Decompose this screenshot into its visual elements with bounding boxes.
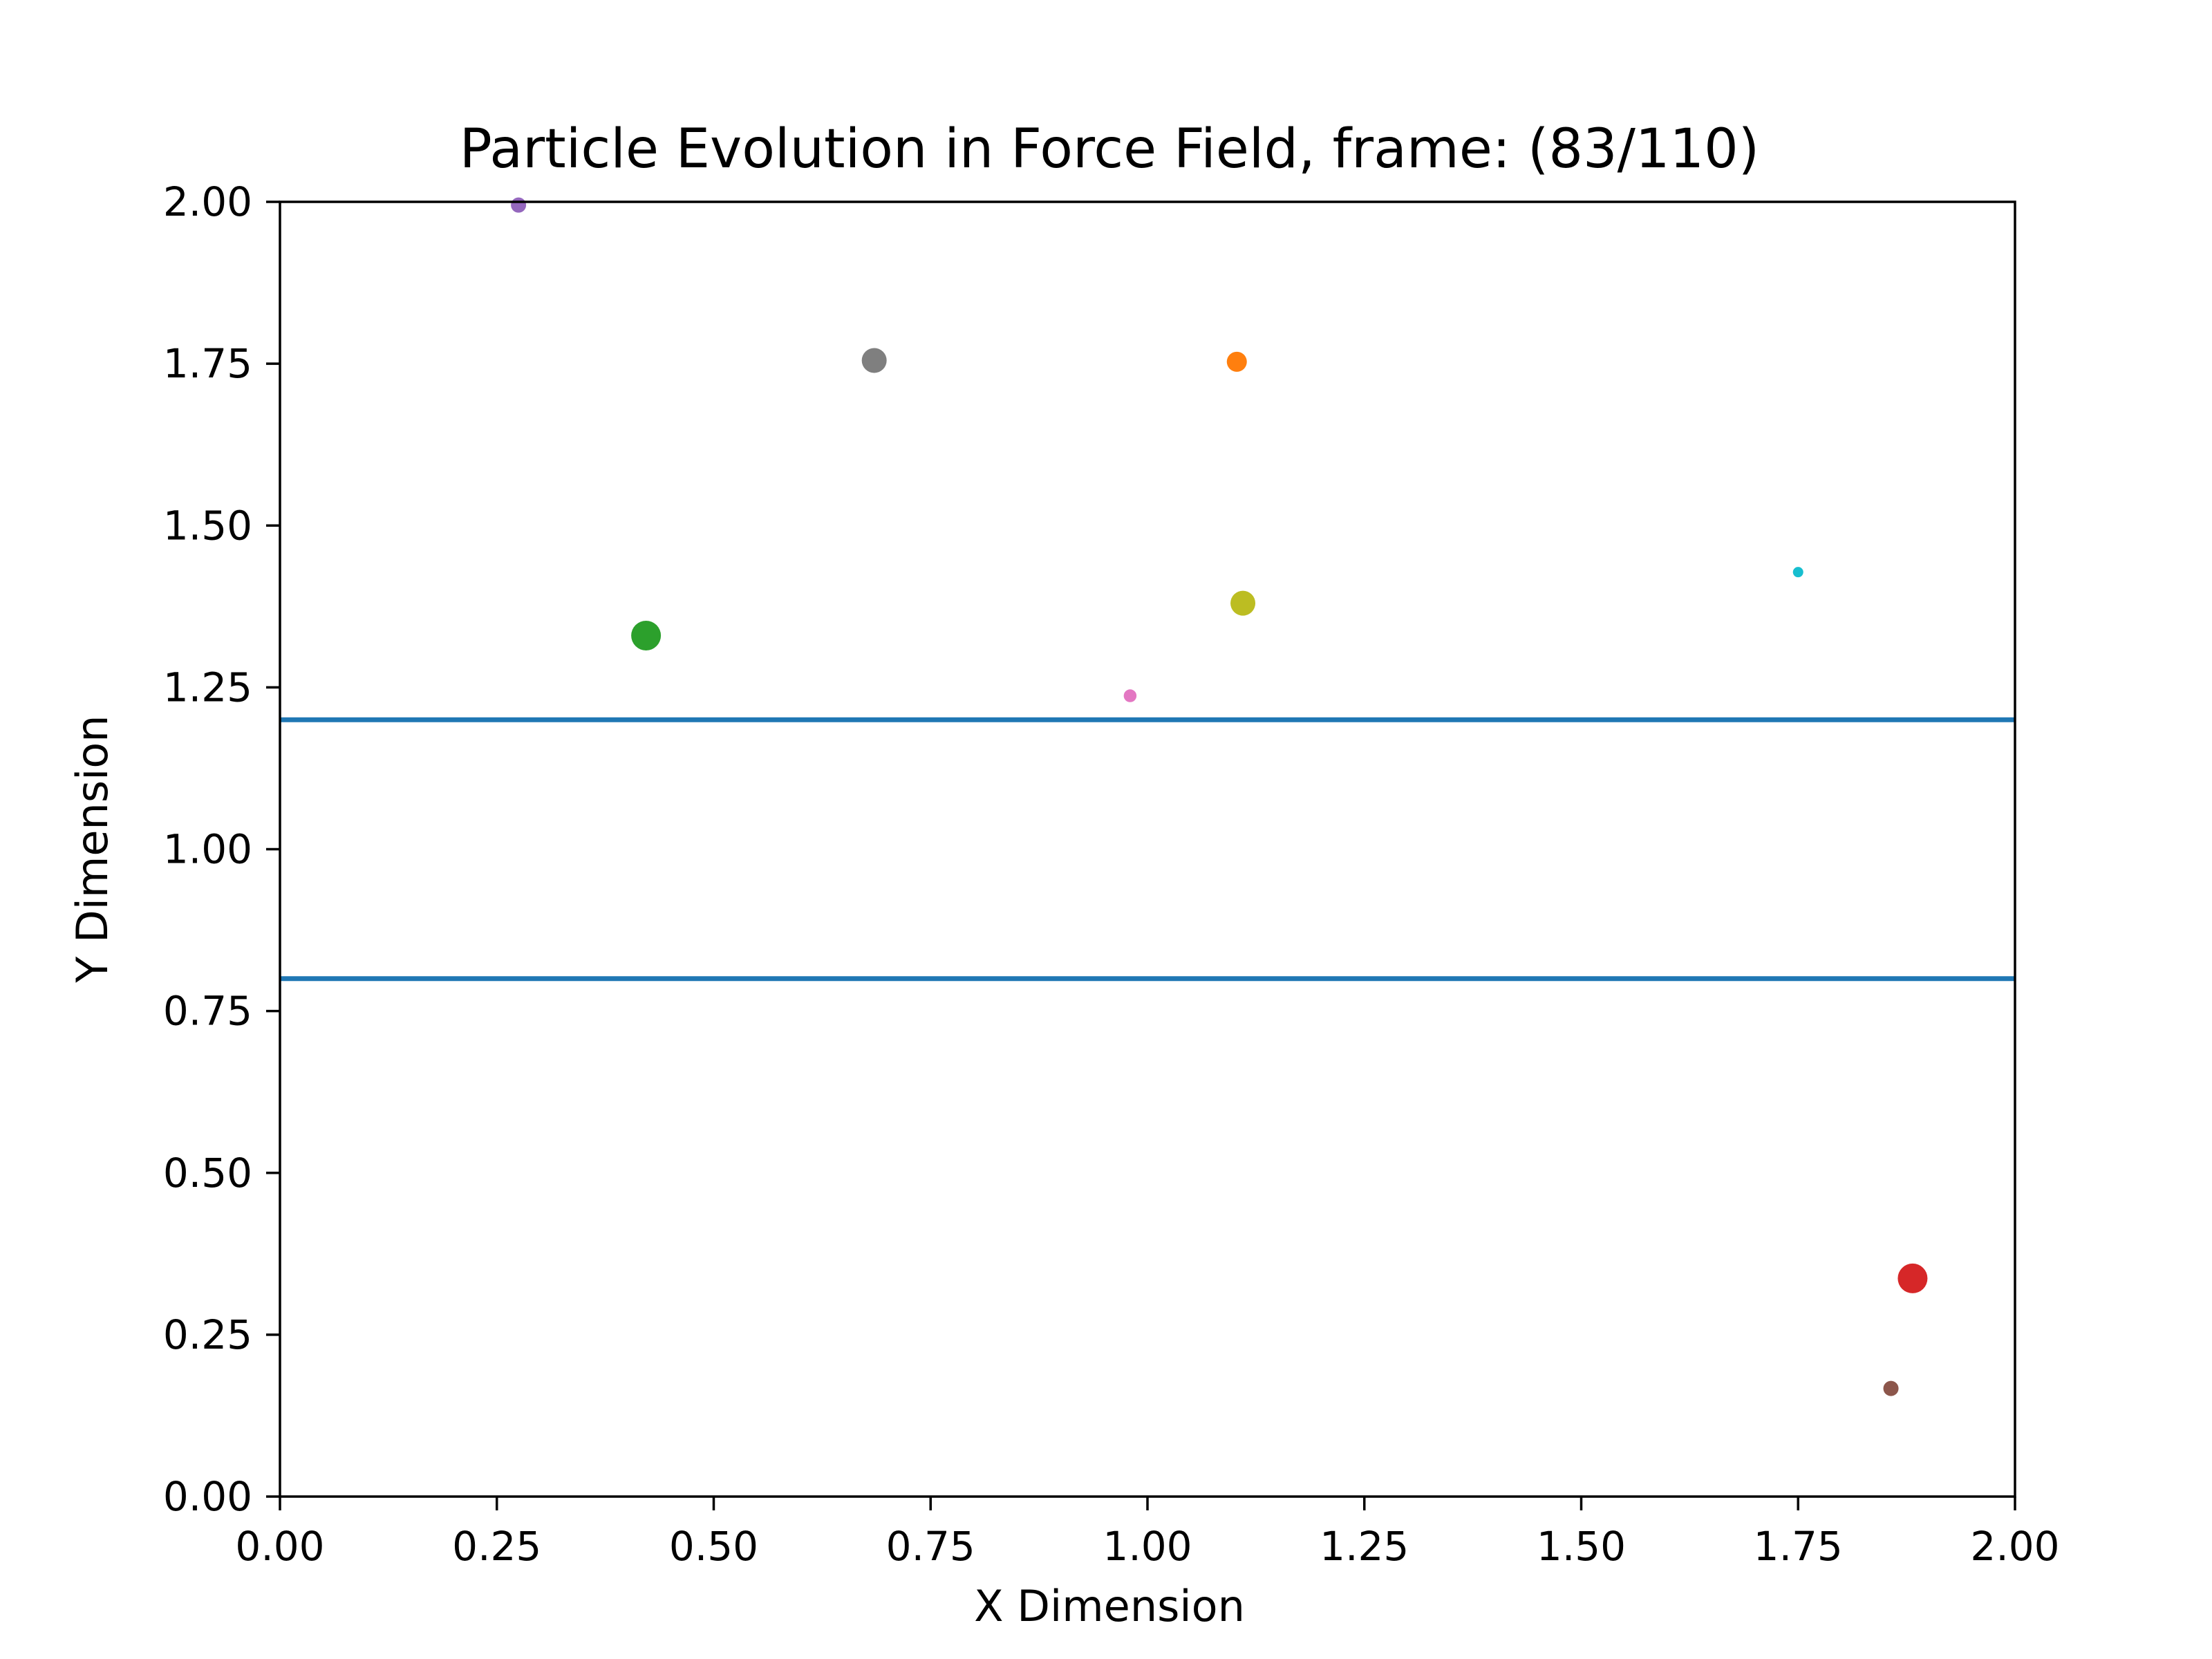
particle-point-1	[861, 348, 887, 373]
y-axis-label: Y Dimension	[67, 715, 118, 983]
x-tick-label-0: 0.00	[235, 1523, 324, 1570]
x-tick-label-8: 2.00	[1970, 1523, 2059, 1570]
x-tick-label-5: 1.25	[1320, 1523, 1409, 1570]
y-tick-label-3: 0.75	[163, 988, 252, 1035]
particle-point-3	[1792, 567, 1803, 578]
y-tick-label-7: 1.75	[163, 340, 252, 387]
x-tick-label-6: 1.50	[1537, 1523, 1626, 1570]
y-tick-label-4: 1.00	[163, 826, 252, 873]
particle-point-2	[1226, 351, 1247, 372]
plot-frame	[279, 200, 2016, 1498]
x-tick-label-7: 1.75	[1754, 1523, 1843, 1570]
y-tick-label-0: 0.00	[163, 1473, 252, 1520]
particle-point-5	[1230, 590, 1256, 616]
x-tick-label-4: 1.00	[1103, 1523, 1192, 1570]
particle-point-0	[511, 197, 527, 213]
particle-point-7	[1897, 1263, 1928, 1293]
x-tick-label-1: 0.25	[452, 1523, 541, 1570]
particle-point-6	[1123, 689, 1137, 702]
particle-point-4	[631, 620, 662, 650]
y-tick-label-2: 0.50	[163, 1150, 252, 1197]
particle-point-8	[1883, 1380, 1899, 1396]
y-tick-label-6: 1.50	[163, 502, 252, 549]
x-tick-label-3: 0.75	[886, 1523, 975, 1570]
x-axis-label: X Dimension	[974, 1581, 1245, 1631]
x-tick-label-2: 0.50	[669, 1523, 758, 1570]
y-tick-label-8: 2.00	[163, 178, 252, 225]
plot-area: 0.00 0.25 0.50 0.75 1.00 1.25 1.50 1.75 2.00 0.00…	[163, 178, 2060, 1570]
chart-title: Particle Evolution in Force Field, frame…	[460, 118, 1759, 180]
y-tick-label-5: 1.25	[163, 664, 252, 711]
y-tick-label-1: 0.25	[163, 1311, 252, 1358]
